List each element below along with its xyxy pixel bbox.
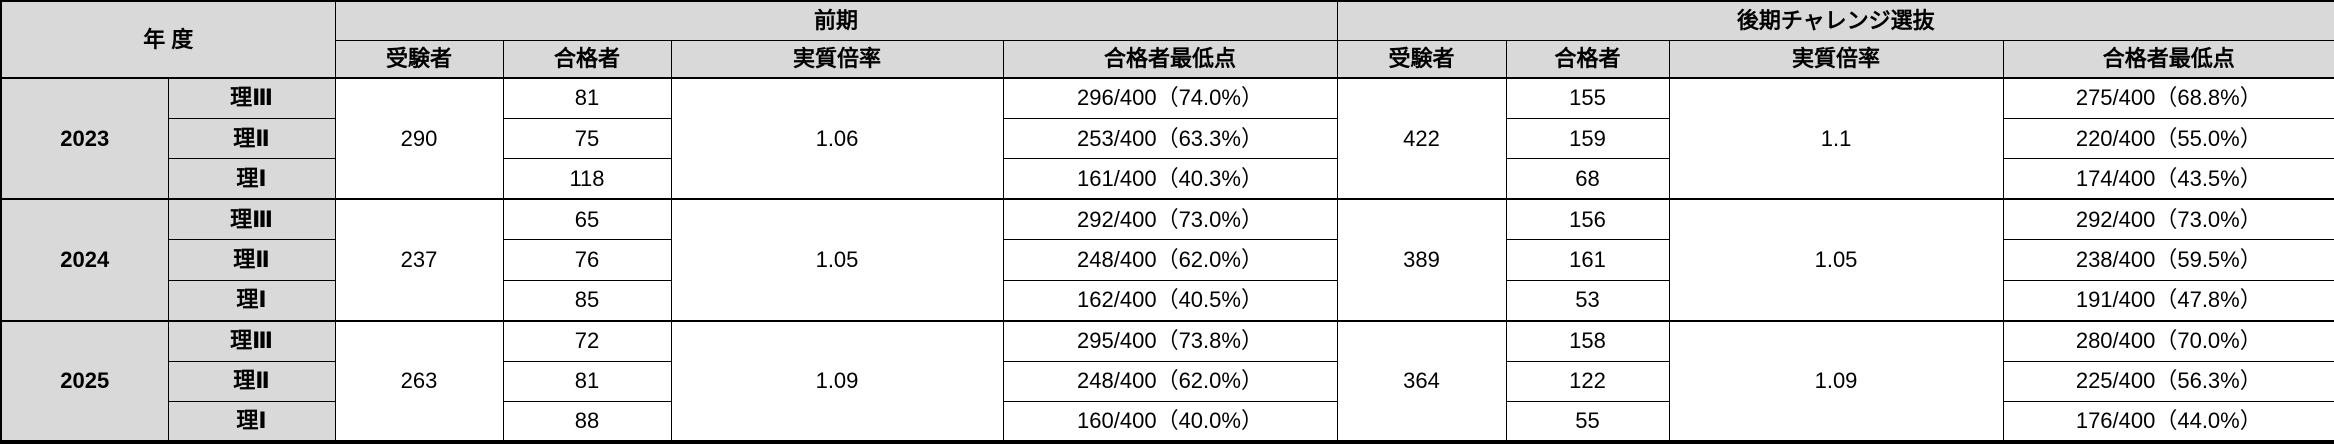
col-header-kouki-ratio: 実質倍率 (1668, 39, 2004, 79)
zenki-ratio-cell: 1.05 (670, 198, 1004, 322)
kouki-passers-cell: 53 (1505, 279, 1670, 322)
zenki-min-score-cell: 161/400（40.3%） (1002, 158, 1338, 200)
zenki-min-score-cell: 292/400（73.0%） (1002, 198, 1338, 241)
table-row: 理Ⅱ 81 248/400（62.0%） 122 225/400（56.3%） (1, 360, 2334, 403)
zenki-min-score-cell: 295/400（73.8%） (1002, 319, 1338, 362)
kouki-examinees-cell: 389 (1336, 198, 1507, 322)
zenki-examinees-cell: 263 (334, 319, 504, 443)
kouki-ratio-cell: 1.09 (1668, 319, 2004, 443)
dept-cell: 理Ⅲ (167, 76, 336, 119)
zenki-examinees-cell: 290 (334, 76, 504, 200)
zenki-min-score-cell: 253/400（63.3%） (1002, 117, 1338, 160)
col-header-zenki-min-score: 合格者最低点 (1002, 39, 1338, 79)
zenki-examinees-cell: 237 (334, 198, 504, 322)
table-row: 2024 理Ⅲ 237 65 1.05 292/400（73.0%） 389 1… (0, 198, 2334, 322)
zenki-min-score-cell: 162/400（40.5%） (1002, 279, 1338, 322)
table-row: 2023 理Ⅲ 290 81 1.06 296/400（74.0%） 422 1… (0, 76, 2334, 200)
kouki-ratio-cell: 1.1 (1668, 76, 2004, 200)
zenki-passers-cell: 65 (502, 198, 672, 241)
section-header-kouki: 後期チャレンジ選抜 (1336, 0, 2334, 41)
col-header-zenki-examinees: 受験者 (334, 39, 504, 79)
dept-cell: 理Ⅲ (167, 319, 336, 362)
kouki-passers-cell: 155 (1505, 76, 1670, 119)
year-cell: 2025 (0, 319, 169, 443)
zenki-passers-cell: 81 (502, 360, 672, 403)
table-row: 理Ⅰ 88 160/400（40.0%） 55 176/400（44.0%） (1, 401, 2334, 443)
kouki-min-score-cell: 238/400（59.5%） (2002, 239, 2334, 281)
year-cell: 2023 (0, 76, 169, 200)
col-header-zenki-ratio: 実質倍率 (670, 39, 1004, 79)
dept-cell: 理Ⅱ (167, 360, 336, 403)
kouki-passers-cell: 122 (1505, 360, 1670, 403)
zenki-min-score-cell: 248/400（62.0%） (1002, 360, 1338, 403)
zenki-passers-cell: 72 (502, 319, 672, 362)
zenki-ratio-cell: 1.06 (670, 76, 1004, 200)
zenki-passers-cell: 85 (502, 279, 672, 322)
kouki-passers-cell: 159 (1505, 117, 1670, 160)
col-header-zenki-passers: 合格者 (502, 39, 672, 79)
col-header-kouki-min-score: 合格者最低点 (2002, 39, 2334, 79)
kouki-passers-cell: 156 (1505, 198, 1670, 241)
dept-cell: 理Ⅰ (167, 401, 336, 443)
dept-cell: 理Ⅰ (167, 279, 336, 322)
year-cell: 2024 (0, 198, 169, 322)
kouki-examinees-cell: 364 (1336, 319, 1507, 443)
kouki-min-score-cell: 174/400（43.5%） (2002, 158, 2334, 200)
section-header-zenki: 前期 (334, 0, 1338, 41)
zenki-passers-cell: 118 (502, 158, 672, 200)
kouki-ratio-cell: 1.05 (1668, 198, 2004, 322)
kouki-min-score-cell: 275/400（68.8%） (2002, 76, 2334, 119)
table-row: 理Ⅱ 75 253/400（63.3%） 159 220/400（55.0%） (1, 117, 2334, 160)
zenki-min-score-cell: 248/400（62.0%） (1002, 239, 1338, 281)
kouki-passers-cell: 161 (1505, 239, 1670, 281)
zenki-passers-cell: 88 (502, 401, 672, 443)
zenki-passers-cell: 76 (502, 239, 672, 281)
col-header-kouki-examinees: 受験者 (1336, 39, 1507, 79)
col-header-kouki-passers: 合格者 (1505, 39, 1670, 79)
kouki-min-score-cell: 225/400（56.3%） (2002, 360, 2334, 403)
kouki-min-score-cell: 176/400（44.0%） (2002, 401, 2334, 443)
table-row: 理Ⅰ 118 161/400（40.3%） 68 174/400（43.5%） (1, 158, 2334, 200)
zenki-ratio-cell: 1.09 (670, 319, 1004, 443)
kouki-examinees-cell: 422 (1336, 76, 1507, 200)
zenki-min-score-cell: 296/400（74.0%） (1002, 76, 1338, 119)
kouki-passers-cell: 68 (1505, 158, 1670, 200)
kouki-passers-cell: 55 (1505, 401, 1670, 443)
kouki-min-score-cell: 292/400（73.0%） (2002, 198, 2334, 241)
dept-cell: 理Ⅲ (167, 198, 336, 241)
dept-cell: 理Ⅱ (167, 239, 336, 281)
dept-cell: 理Ⅱ (167, 117, 336, 160)
corner-header-year: 年 度 (0, 0, 336, 79)
kouki-min-score-cell: 280/400（70.0%） (2002, 319, 2334, 362)
zenki-passers-cell: 75 (502, 117, 672, 160)
kouki-min-score-cell: 220/400（55.0%） (2002, 117, 2334, 160)
table-row: 理Ⅱ 76 248/400（62.0%） 161 238/400（59.5%） (1, 239, 2334, 281)
table-row: 2025 理Ⅲ 263 72 1.09 295/400（73.8%） 364 1… (0, 319, 2334, 443)
dept-cell: 理Ⅰ (167, 158, 336, 200)
kouki-passers-cell: 158 (1505, 319, 1670, 362)
zenki-passers-cell: 81 (502, 76, 672, 119)
zenki-min-score-cell: 160/400（40.0%） (1002, 401, 1338, 443)
kouki-min-score-cell: 191/400（47.8%） (2002, 279, 2334, 322)
